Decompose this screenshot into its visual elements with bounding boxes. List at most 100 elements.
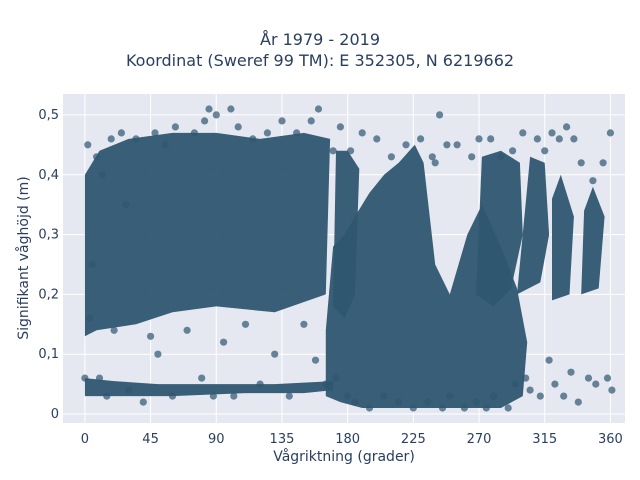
- data-point: [545, 356, 553, 364]
- y-axis-title: Signifikant våghöjd (m): [15, 176, 32, 339]
- data-point: [205, 105, 213, 113]
- data-point: [125, 386, 133, 394]
- x-tick-label: 90: [208, 432, 225, 447]
- y-tick-label: 0,4: [38, 168, 59, 183]
- data-point: [428, 153, 436, 161]
- data-point: [117, 129, 125, 137]
- data-point: [122, 201, 130, 209]
- point-cloud-band: [84, 378, 334, 397]
- chart-subtitle: Koordinat (Sweref 99 TM): E 352305, N 62…: [125, 51, 515, 70]
- data-point: [151, 129, 159, 137]
- data-point: [508, 147, 517, 155]
- point-cloud-band: [581, 186, 605, 295]
- data-point: [555, 135, 563, 143]
- data-point: [453, 141, 461, 149]
- data-point: [322, 380, 330, 388]
- data-point: [606, 129, 615, 137]
- data-point: [409, 404, 417, 412]
- data-point: [190, 129, 198, 137]
- data-point: [436, 111, 444, 119]
- data-point: [271, 350, 279, 358]
- data-point: [504, 404, 512, 412]
- data-point: [472, 398, 480, 406]
- data-point: [468, 153, 476, 161]
- data-point: [522, 374, 530, 382]
- data-point: [85, 314, 93, 322]
- data-point: [446, 392, 454, 400]
- data-point: [285, 392, 293, 400]
- data-point: [482, 404, 490, 412]
- data-point: [519, 129, 527, 137]
- data-point: [511, 380, 520, 388]
- data-point: [570, 135, 578, 143]
- plot-area: [81, 105, 616, 412]
- data-point: [93, 153, 101, 161]
- data-point: [402, 141, 410, 149]
- data-point: [497, 153, 505, 161]
- data-point: [541, 147, 549, 155]
- x-tick-label: 180: [335, 432, 360, 447]
- data-point: [110, 326, 118, 334]
- data-point: [241, 320, 250, 328]
- data-point: [168, 392, 177, 400]
- data-point: [563, 123, 571, 131]
- data-point: [592, 380, 600, 388]
- data-point: [314, 105, 323, 113]
- data-point: [81, 374, 89, 382]
- data-point: [431, 159, 439, 167]
- data-point: [95, 374, 104, 382]
- x-tick-label: 360: [598, 432, 623, 447]
- data-point: [256, 380, 264, 388]
- x-tick-label: 135: [270, 432, 295, 447]
- data-point: [132, 135, 140, 143]
- data-point: [154, 350, 162, 358]
- data-point: [526, 386, 534, 394]
- data-point: [373, 135, 381, 143]
- data-point: [548, 129, 556, 137]
- data-point: [183, 326, 191, 334]
- data-point: [567, 368, 575, 376]
- data-point: [103, 392, 111, 400]
- data-point: [574, 398, 582, 406]
- y-tick-label: 0,5: [38, 108, 59, 123]
- data-point: [560, 392, 568, 400]
- data-point: [161, 141, 169, 149]
- data-point: [230, 392, 238, 400]
- data-point: [107, 135, 115, 143]
- x-axis-title: Vågriktning (grader): [273, 448, 415, 465]
- data-point: [220, 338, 228, 346]
- data-point: [603, 374, 612, 382]
- data-point: [487, 135, 495, 143]
- data-point: [88, 260, 96, 269]
- data-point: [365, 404, 374, 412]
- data-point: [395, 398, 403, 406]
- axis-ticks: 0 45 90 135 180 225 270 315 360 0 0,1 0,2 0,3 0,4 0,5: [38, 108, 623, 447]
- data-point: [293, 129, 301, 137]
- data-point: [139, 398, 147, 406]
- data-point: [171, 123, 179, 131]
- data-point: [380, 392, 388, 400]
- data-point: [212, 111, 220, 119]
- data-point: [533, 135, 542, 143]
- data-point: [307, 117, 315, 125]
- point-cloud-band: [333, 150, 360, 319]
- data-point: [351, 398, 359, 406]
- y-tick-label: 0,3: [38, 228, 59, 243]
- data-point: [387, 153, 395, 161]
- point-cloud-band: [552, 174, 574, 301]
- point-cloud-band: [325, 144, 528, 409]
- point-cloud-band: [84, 132, 331, 337]
- data-point: [234, 123, 242, 131]
- data-point: [608, 386, 616, 394]
- data-point: [278, 117, 286, 125]
- data-point: [347, 147, 355, 155]
- data-point: [424, 398, 432, 406]
- data-point: [577, 159, 585, 167]
- y-tick-label: 0,2: [38, 287, 59, 302]
- x-tick-label: 315: [532, 432, 557, 447]
- point-cloud: [84, 132, 605, 409]
- data-point: [438, 404, 447, 412]
- data-point: [358, 129, 366, 137]
- data-point: [589, 177, 597, 185]
